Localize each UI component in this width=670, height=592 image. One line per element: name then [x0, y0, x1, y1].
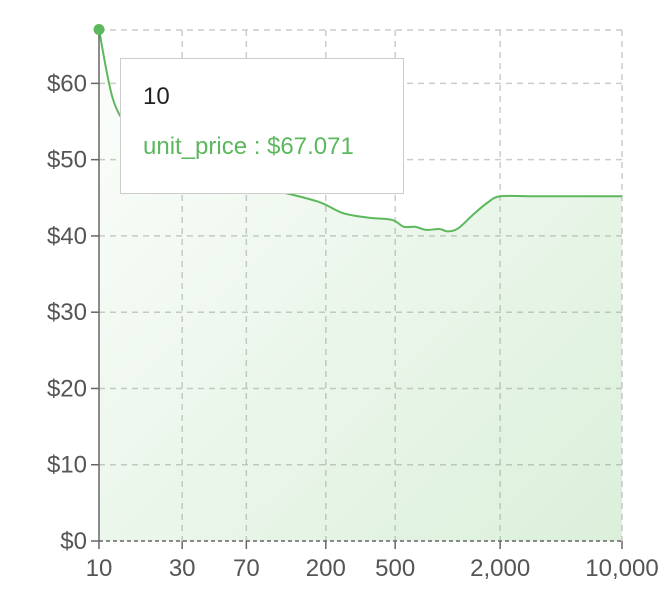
points-layer	[93, 23, 105, 35]
y-tick-label: $10	[47, 452, 87, 479]
x-tick-label: 200	[306, 555, 346, 582]
x-tick-label: 10,000	[585, 555, 658, 582]
y-tick-label: $20	[47, 375, 87, 402]
y-tick-label: $60	[47, 70, 87, 97]
y-tick-label: $30	[47, 299, 87, 326]
tooltip-label: 10	[143, 83, 170, 110]
x-tick-label: 2,000	[470, 555, 530, 582]
x-tick-label: 10	[86, 555, 113, 582]
axes	[98, 26, 622, 542]
y-tick-label: $40	[47, 223, 87, 250]
x-axis-ticks: 10 30 70 200 500 2,000 10,000	[86, 541, 659, 582]
y-tick-label: $50	[47, 147, 87, 174]
active-point	[93, 23, 105, 35]
x-tick-label: 500	[375, 555, 415, 582]
y-axis-ticks: $0 $10 $20 $30 $40 $50 $60	[47, 70, 99, 555]
y-tick-label: $0	[60, 528, 87, 555]
x-tick-label: 30	[169, 555, 196, 582]
x-tick-label: 70	[233, 555, 260, 582]
unit-price-area	[99, 29, 622, 541]
tooltip: 10 unit_price : $67.071	[120, 58, 404, 194]
tooltip-item: unit_price : $67.071	[143, 133, 354, 160]
